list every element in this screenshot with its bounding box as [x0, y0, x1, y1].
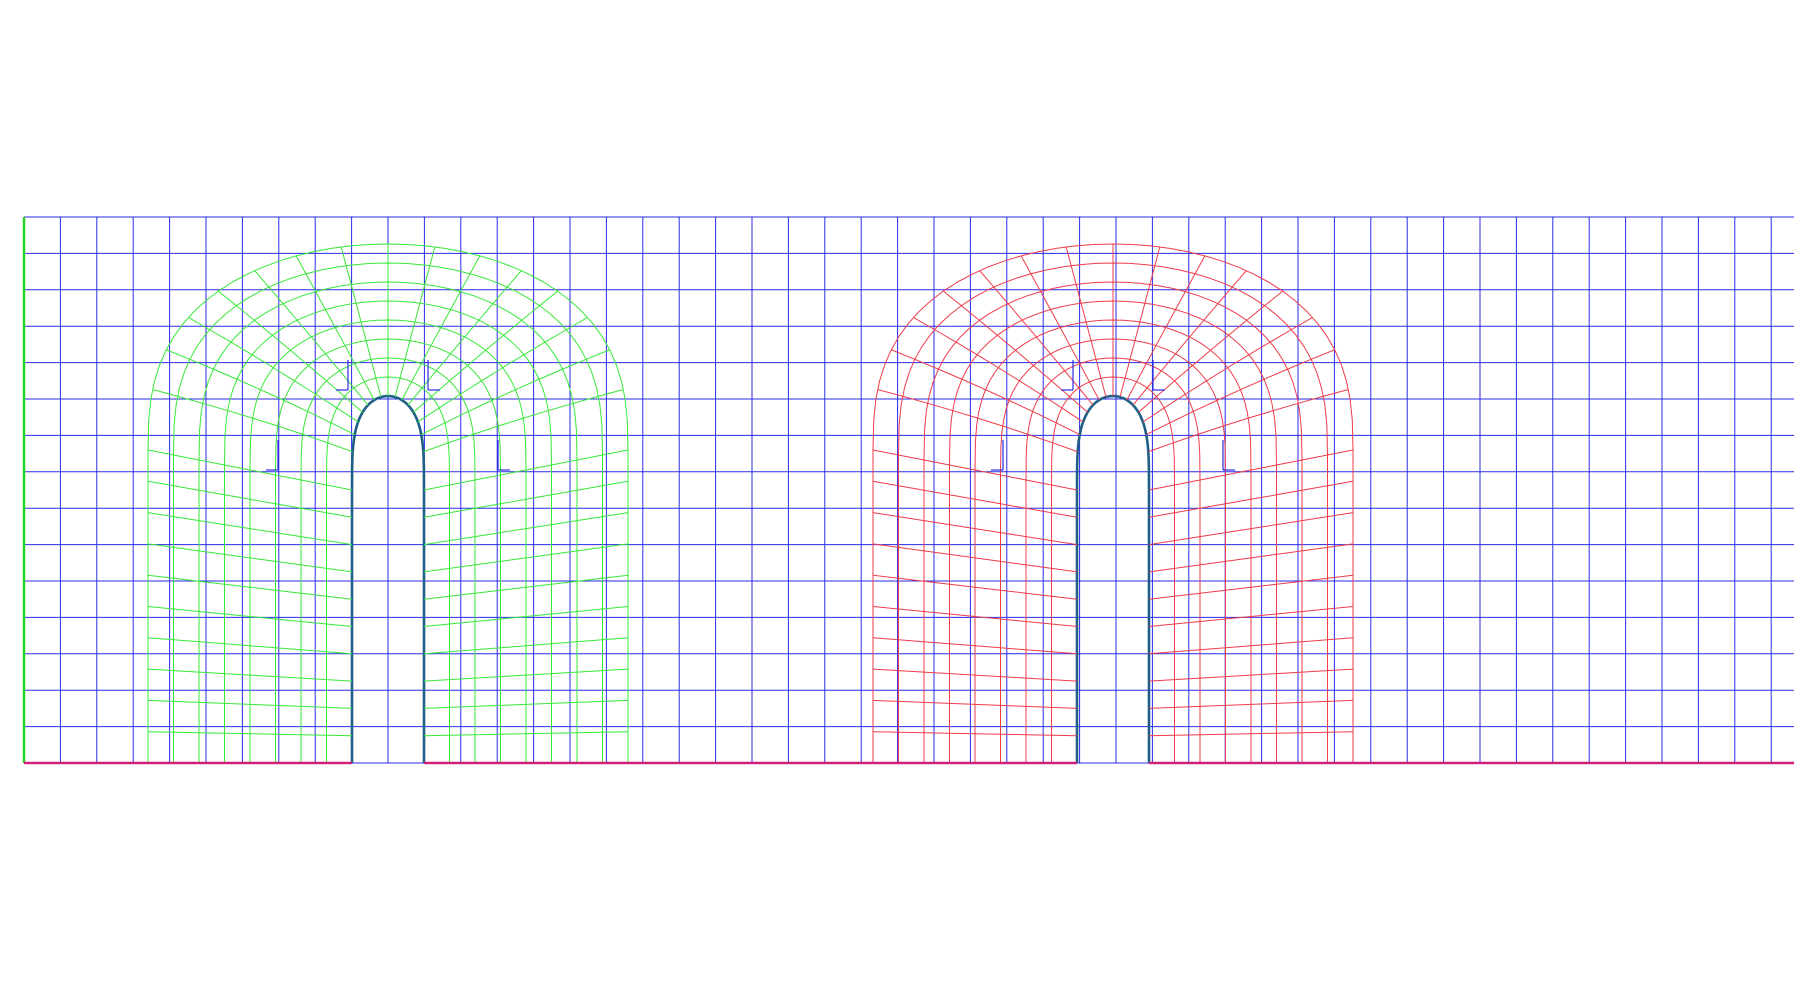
mesh-spoke — [1142, 317, 1313, 423]
mesh-spoke — [1119, 246, 1161, 398]
mesh-spoke — [979, 270, 1094, 406]
mesh-spoke — [413, 290, 559, 413]
mesh-spoke — [942, 290, 1088, 413]
mesh-spoke — [913, 317, 1084, 423]
mesh-straight-row — [1148, 699, 1354, 709]
mesh-spoke — [152, 389, 353, 453]
mesh-spoke — [254, 270, 369, 406]
mesh-ring — [1025, 357, 1201, 763]
mesh-straight-row — [147, 668, 353, 682]
mesh-spoke — [423, 449, 629, 491]
mesh-straight-row — [1148, 480, 1354, 518]
mesh-straight-row — [423, 606, 629, 627]
mesh-straight-row — [872, 480, 1078, 518]
mesh-straight-row — [423, 480, 629, 518]
body-wall — [1075, 394, 1151, 763]
mesh-spoke — [417, 317, 588, 423]
mesh-spoke — [421, 349, 610, 436]
mesh-ring — [1000, 338, 1226, 763]
mesh-straight-row — [147, 606, 353, 627]
mesh-straight-row — [423, 699, 629, 709]
mesh-spoke — [394, 246, 436, 398]
domain-boundaries — [22, 217, 1794, 765]
mesh-straight-row — [872, 699, 1078, 709]
mesh-spoke — [423, 389, 624, 453]
mesh-straight-row — [147, 480, 353, 518]
mesh-straight-row — [423, 731, 629, 737]
mesh-spoke — [147, 449, 353, 491]
mesh-straight-row — [1148, 731, 1354, 737]
right-body-mesh — [872, 243, 1354, 763]
mesh-straight-row — [872, 512, 1078, 546]
mesh-straight-row — [1148, 668, 1354, 682]
mesh-spoke — [407, 270, 522, 406]
mesh-straight-row — [1148, 543, 1354, 573]
mesh-spoke — [877, 389, 1078, 453]
mesh-spoke — [295, 255, 375, 401]
mesh-spoke — [1132, 270, 1247, 406]
mesh-spoke — [340, 246, 382, 398]
mesh-straight-row — [872, 606, 1078, 627]
mesh-spoke — [401, 255, 481, 401]
mesh-straight-row — [872, 574, 1078, 600]
mesh-straight-row — [423, 543, 629, 573]
mesh-straight-row — [1148, 512, 1354, 546]
mesh-straight-row — [423, 637, 629, 655]
mesh-spoke — [1126, 255, 1206, 401]
mesh-straight-row — [423, 512, 629, 546]
mesh-straight-row — [147, 543, 353, 573]
mesh-spoke — [188, 317, 359, 423]
mesh-straight-row — [147, 637, 353, 655]
mesh-spoke — [166, 349, 355, 436]
mesh-straight-row — [147, 574, 353, 600]
mesh-spoke — [217, 290, 363, 413]
mesh-straight-row — [147, 699, 353, 709]
mesh-straight-row — [872, 543, 1078, 573]
mesh-straight-row — [423, 668, 629, 682]
mesh-straight-row — [147, 512, 353, 546]
background-grid — [23, 216, 1794, 764]
mesh-straight-row — [1148, 606, 1354, 627]
mesh-straight-row — [1148, 637, 1354, 655]
left-body-mesh — [147, 243, 629, 763]
mesh-spoke — [1146, 349, 1335, 436]
mesh-straight-row — [872, 668, 1078, 682]
mesh-straight-row — [1148, 574, 1354, 600]
mesh-spoke — [1148, 449, 1354, 491]
mesh-straight-row — [872, 731, 1078, 737]
mesh-spoke — [1138, 290, 1284, 413]
mesh-spoke — [872, 449, 1078, 491]
mesh-spoke — [1148, 389, 1349, 453]
mesh-straight-row — [423, 574, 629, 600]
mesh-straight-row — [147, 731, 353, 737]
mesh-straight-row — [872, 637, 1078, 655]
mesh-spoke — [891, 349, 1080, 436]
mesh-spoke — [1020, 255, 1100, 401]
mesh-spoke — [1065, 246, 1107, 398]
